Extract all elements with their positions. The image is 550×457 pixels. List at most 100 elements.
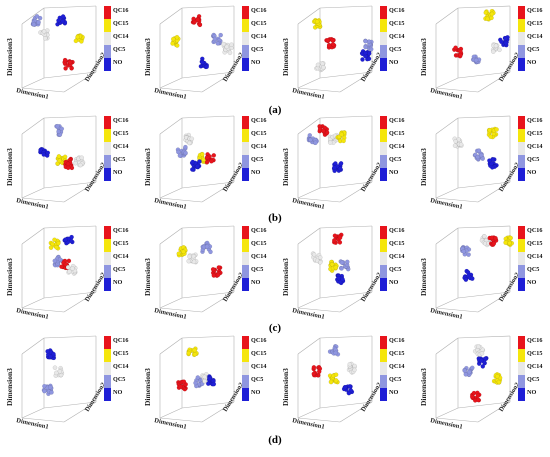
- legend-swatch-qc15: [242, 349, 249, 362]
- data-point: [170, 41, 175, 46]
- axis-y-line: [319, 291, 373, 299]
- row-label-a: (a): [268, 104, 282, 116]
- frame-front-edge: [159, 417, 203, 423]
- legend-label-qc16: QC16: [527, 227, 542, 234]
- axis-x-line: [21, 187, 45, 199]
- data-point: [65, 161, 71, 167]
- cluster-no: [341, 384, 355, 396]
- data-point: [328, 140, 333, 145]
- data-point: [193, 380, 198, 386]
- axis-y-line: [457, 181, 511, 189]
- data-point: [332, 238, 337, 243]
- cluster-no: [55, 14, 68, 27]
- axis-z-label: Dimension3: [5, 258, 14, 296]
- data-point: [70, 266, 75, 271]
- legend-swatch-no: [518, 278, 525, 291]
- legend-label-qc14: QC14: [113, 363, 128, 370]
- legend-label-qc5: QC5: [251, 156, 263, 163]
- axis-z-label: Dimension3: [143, 258, 152, 296]
- cluster-qc14: [346, 361, 357, 375]
- frame-top-edge: [181, 5, 235, 9]
- data-point: [41, 152, 46, 157]
- legend-swatch-qc16: [518, 226, 525, 239]
- cluster-qc14: [38, 28, 50, 41]
- legend-swatch-no: [242, 58, 249, 71]
- cluster-no: [359, 49, 372, 62]
- frame-left-top-edge: [435, 227, 459, 245]
- axis-y-label: Dimension2: [498, 161, 521, 193]
- axis-x-line: [159, 77, 183, 89]
- legend-label-qc15: QC15: [113, 350, 128, 357]
- legend-swatch-qc15: [104, 239, 111, 252]
- data-point: [508, 235, 513, 241]
- cluster-no: [476, 355, 489, 369]
- legend-swatch-qc5: [380, 375, 387, 388]
- row-label-c: (c): [268, 322, 282, 334]
- cluster-qc16: [62, 57, 75, 71]
- legend-label-no: NO: [113, 279, 122, 286]
- cluster-qc14: [183, 132, 195, 146]
- axes-frame: [435, 5, 511, 93]
- data-point: [311, 252, 317, 257]
- data-point: [63, 237, 68, 242]
- data-point: [489, 11, 495, 17]
- data-point: [336, 275, 341, 281]
- panel-6: Dimension3Dimension1Dimension2QC16QC15QC…: [143, 115, 266, 211]
- data-point: [65, 165, 71, 171]
- data-point: [307, 133, 313, 138]
- data-point: [174, 43, 180, 48]
- legend-swatch-qc14: [242, 32, 249, 45]
- frame-right-edge: [477, 71, 511, 93]
- frame-front-edge: [297, 307, 341, 313]
- legend-swatch-qc5: [104, 155, 111, 168]
- data-point: [313, 140, 318, 146]
- legend-swatch-qc15: [104, 19, 111, 32]
- data-point: [311, 365, 317, 370]
- legend-label-qc14: QC14: [527, 253, 542, 260]
- data-point: [215, 41, 221, 46]
- frame-right-edge: [339, 71, 373, 93]
- data-point: [195, 17, 201, 23]
- frame-top-edge: [457, 225, 511, 229]
- cluster-no: [498, 35, 510, 48]
- data-point: [469, 394, 475, 399]
- axis-y-line: [457, 71, 511, 79]
- data-point: [314, 19, 320, 24]
- data-point: [503, 40, 509, 46]
- cluster-qc14: [452, 136, 464, 149]
- data-point: [54, 370, 59, 376]
- axis-y-line: [181, 401, 235, 409]
- axes-frame: [159, 5, 235, 93]
- legend-swatch-no: [518, 58, 525, 71]
- cluster-no: [38, 146, 51, 158]
- legend-label-qc14: QC14: [389, 33, 404, 40]
- legend: QC16 QC15 QC14 QC5 NO: [104, 226, 128, 291]
- axis-y-label: Dimension2: [222, 381, 245, 413]
- data-point: [52, 237, 57, 243]
- axis-y-line: [457, 291, 511, 299]
- cluster-qc16: [452, 45, 464, 59]
- data-point: [48, 385, 53, 390]
- data-point: [36, 20, 41, 25]
- legend-label-no: NO: [389, 169, 398, 176]
- data-point: [458, 52, 463, 58]
- legend-label-qc5: QC5: [527, 156, 539, 163]
- data-point: [316, 369, 322, 374]
- frame-top-edge: [457, 335, 511, 339]
- row-label-b: (b): [268, 212, 282, 224]
- frame-right-edge: [63, 181, 97, 203]
- data-point: [479, 358, 484, 363]
- data-point: [339, 266, 344, 271]
- legend-label-qc16: QC16: [251, 227, 266, 234]
- data-point: [321, 128, 326, 133]
- data-point: [452, 143, 458, 148]
- legend-label-qc15: QC15: [389, 20, 404, 27]
- cluster-qc16: [210, 265, 223, 278]
- axis-x-line: [159, 297, 183, 309]
- row-label-d: (d): [268, 434, 282, 446]
- legend-label-qc15: QC15: [527, 240, 542, 247]
- axis-y-line: [181, 181, 235, 189]
- data-point: [197, 22, 203, 28]
- legend-swatch-qc14: [380, 32, 387, 45]
